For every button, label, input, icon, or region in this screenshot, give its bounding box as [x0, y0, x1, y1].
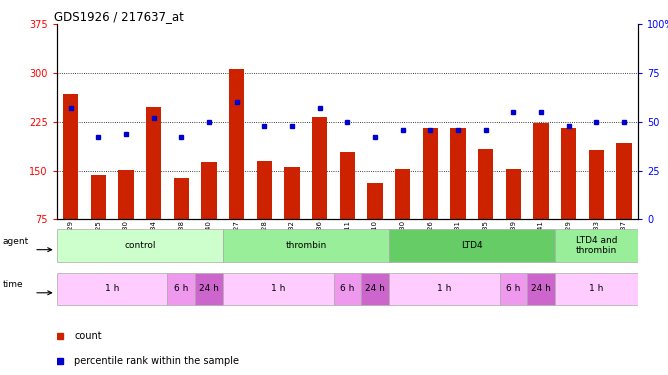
- Bar: [450, 128, 466, 219]
- Text: 6 h: 6 h: [340, 284, 355, 293]
- Text: 24 h: 24 h: [531, 284, 551, 293]
- Bar: [617, 142, 632, 219]
- Bar: [91, 174, 106, 219]
- Bar: [312, 117, 327, 219]
- Bar: [423, 128, 438, 219]
- Text: 24 h: 24 h: [199, 284, 219, 293]
- Text: 6 h: 6 h: [506, 284, 520, 293]
- Bar: [361, 273, 389, 305]
- Text: 1 h: 1 h: [437, 284, 452, 293]
- Bar: [561, 128, 576, 219]
- Bar: [174, 178, 189, 219]
- Bar: [285, 167, 300, 219]
- Bar: [506, 170, 521, 219]
- Bar: [333, 273, 361, 305]
- Text: control: control: [124, 241, 156, 250]
- Bar: [395, 170, 410, 219]
- Bar: [389, 273, 500, 305]
- Text: 1 h: 1 h: [271, 284, 285, 293]
- Text: thrombin: thrombin: [285, 241, 327, 250]
- Bar: [389, 230, 555, 262]
- Text: 1 h: 1 h: [105, 284, 120, 293]
- Bar: [367, 183, 383, 219]
- Text: 6 h: 6 h: [174, 284, 188, 293]
- Bar: [223, 230, 389, 262]
- Text: time: time: [3, 280, 23, 289]
- Bar: [223, 273, 333, 305]
- Bar: [168, 273, 195, 305]
- Text: GDS1926 / 217637_at: GDS1926 / 217637_at: [54, 10, 184, 23]
- Bar: [229, 69, 244, 219]
- Bar: [63, 94, 78, 219]
- Bar: [478, 149, 494, 219]
- Bar: [201, 162, 216, 219]
- Text: LTD4 and
thrombin: LTD4 and thrombin: [576, 236, 617, 255]
- Text: agent: agent: [3, 237, 29, 246]
- Bar: [534, 123, 548, 219]
- Bar: [195, 273, 223, 305]
- Bar: [57, 273, 168, 305]
- Bar: [340, 152, 355, 219]
- Text: LTD4: LTD4: [461, 241, 483, 250]
- Text: 24 h: 24 h: [365, 284, 385, 293]
- Bar: [589, 150, 604, 219]
- Bar: [257, 161, 272, 219]
- Text: 1 h: 1 h: [589, 284, 604, 293]
- Text: percentile rank within the sample: percentile rank within the sample: [74, 356, 239, 366]
- Bar: [555, 273, 638, 305]
- Bar: [118, 170, 134, 219]
- Text: count: count: [74, 331, 102, 341]
- Bar: [527, 273, 555, 305]
- Bar: [555, 230, 638, 262]
- Bar: [500, 273, 527, 305]
- Bar: [57, 230, 223, 262]
- Bar: [146, 107, 161, 219]
